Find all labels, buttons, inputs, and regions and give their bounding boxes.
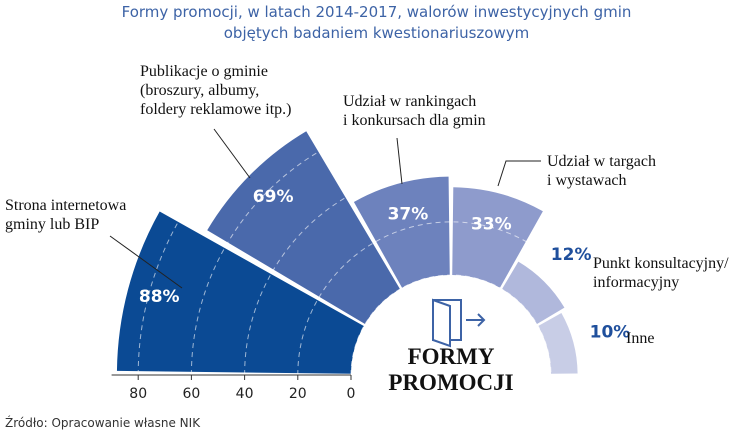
category-label: Udział w rankingach i konkursach dla gmi…: [343, 93, 486, 129]
center-label: FORMY PROMOCJI: [388, 344, 514, 395]
category-label: Punkt konsultacyjny/ informacyjny: [593, 255, 729, 291]
wedge: [502, 261, 565, 324]
value-label: 33%: [471, 215, 512, 235]
value-label: 12%: [551, 245, 592, 265]
value-label: 10%: [590, 322, 631, 342]
value-label: 69%: [253, 187, 294, 207]
wedge: [207, 131, 400, 324]
tick-label: 40: [236, 386, 254, 402]
category-label: Publikacje o gminie (broszury, albumy, f…: [140, 63, 292, 118]
category-label: Strona internetowa gminy lub BIP: [5, 197, 127, 233]
grid-arc: [190, 114, 712, 376]
wedge: [452, 187, 543, 288]
grid-arc: [350, 274, 552, 376]
category-label: Udział w targach i wystawach: [547, 153, 656, 189]
leader-line: [109, 235, 183, 289]
wedge: [538, 313, 578, 374]
source: Źródło: Opracowanie własne NIK: [5, 416, 201, 430]
grid-arc: [297, 221, 605, 376]
icon: [432, 298, 486, 348]
tick-label: 60: [182, 386, 200, 402]
grid-arc: [137, 61, 753, 376]
leader-line: [497, 160, 541, 187]
tick-label: 80: [129, 386, 147, 402]
leader-line: [213, 128, 251, 179]
value-label: 88%: [139, 287, 180, 307]
tick-label: 0: [347, 386, 356, 402]
wedge: [353, 176, 450, 288]
grid-arc: [244, 168, 658, 376]
wedge: [116, 211, 364, 374]
chart-title: Formy promocji, w latach 2014-2017, walo…: [121, 3, 632, 42]
value-label: 37%: [388, 204, 429, 224]
leader-line: [396, 137, 403, 185]
category-label: Inne: [626, 330, 655, 347]
tick-label: 20: [289, 386, 307, 402]
